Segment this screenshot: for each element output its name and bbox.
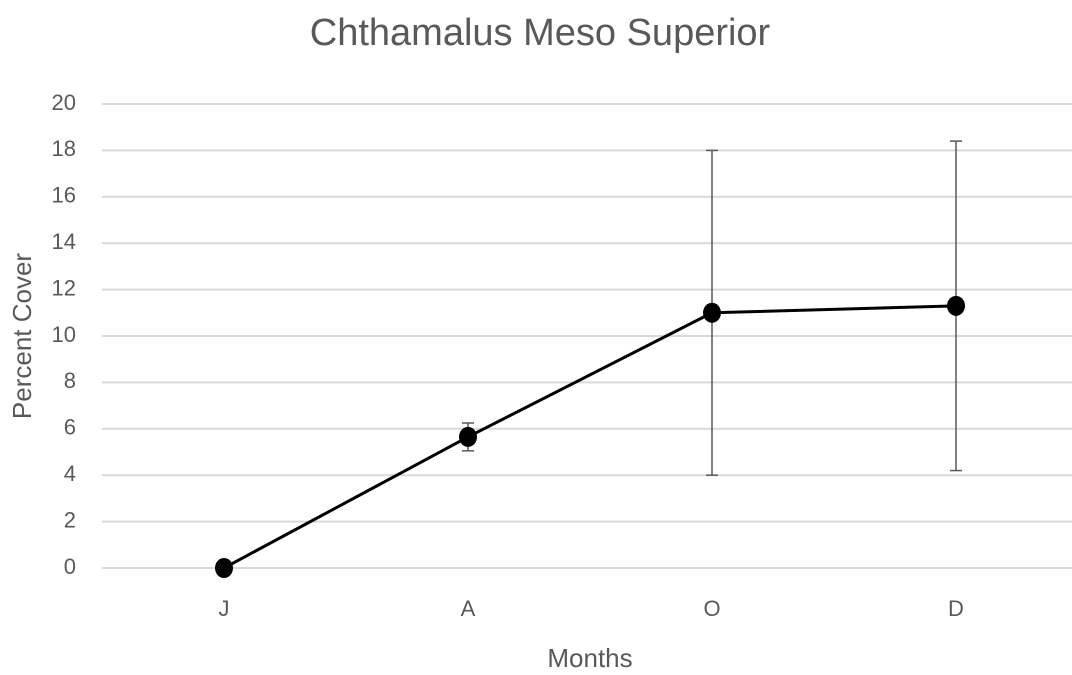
y-tick-label: 0: [64, 554, 76, 579]
data-point: [215, 558, 233, 578]
y-tick-label: 14: [52, 229, 76, 254]
x-tick-label: A: [461, 596, 476, 621]
x-tick-label: J: [219, 596, 230, 621]
data-point: [947, 295, 965, 316]
y-tick-label: 10: [52, 322, 76, 347]
y-axis-label: Percent Cover: [7, 253, 37, 420]
y-tick-label: 12: [52, 275, 76, 300]
y-tick-label: 6: [64, 415, 76, 440]
chart-title: Chthamalus Meso Superior: [310, 12, 771, 54]
data-point: [459, 426, 477, 447]
y-tick-label: 20: [52, 90, 76, 115]
x-tick-label: D: [948, 596, 964, 621]
y-tick-label: 2: [64, 507, 76, 532]
x-tick-label: O: [703, 596, 720, 621]
data-point: [703, 302, 721, 323]
y-tick-label: 8: [64, 368, 76, 393]
x-axis-label: Months: [547, 643, 632, 673]
y-tick-label: 16: [52, 183, 76, 208]
y-tick-label: 4: [64, 461, 76, 486]
data-line: [223, 304, 957, 570]
y-tick-label: 18: [52, 136, 76, 161]
